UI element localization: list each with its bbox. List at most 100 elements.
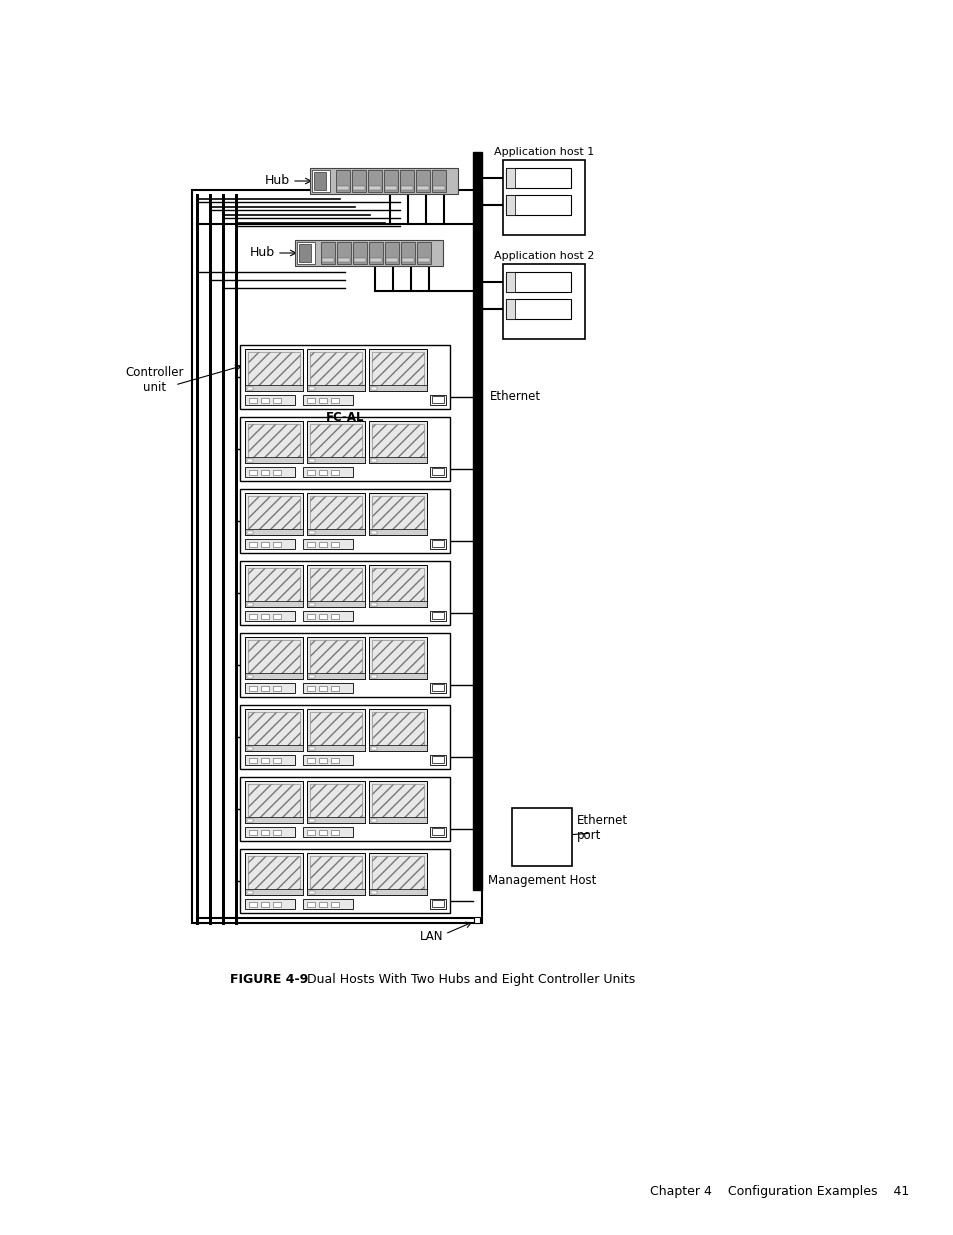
Bar — [307, 542, 314, 547]
Bar — [505, 299, 571, 319]
Bar — [432, 684, 443, 692]
Bar — [307, 889, 365, 895]
Bar — [273, 542, 281, 547]
Bar — [245, 350, 303, 391]
Bar — [318, 614, 327, 619]
Bar — [247, 459, 253, 462]
Bar — [307, 818, 365, 823]
Bar — [249, 614, 256, 619]
Bar — [432, 468, 443, 475]
Bar — [369, 385, 427, 391]
Bar — [505, 299, 515, 319]
Bar — [307, 745, 365, 751]
Text: FIGURE 4-9: FIGURE 4-9 — [230, 973, 308, 986]
Bar — [331, 398, 338, 403]
Bar — [318, 398, 327, 403]
Bar — [430, 683, 446, 693]
Bar — [245, 853, 303, 895]
Bar — [371, 890, 376, 894]
Bar — [320, 242, 335, 264]
Bar — [303, 467, 353, 477]
Bar — [369, 673, 427, 679]
Bar — [240, 634, 450, 697]
Bar — [369, 457, 427, 463]
Bar — [372, 640, 423, 676]
Bar — [248, 856, 299, 892]
Bar — [372, 424, 423, 459]
Bar — [303, 899, 353, 909]
Bar — [307, 853, 365, 895]
Bar — [372, 568, 423, 604]
Bar — [430, 395, 446, 405]
Bar — [337, 258, 350, 262]
Bar — [273, 685, 281, 692]
Bar — [318, 830, 327, 835]
Bar — [294, 240, 442, 266]
Bar — [369, 529, 427, 535]
Bar — [473, 152, 481, 890]
Bar — [298, 245, 311, 262]
Bar — [352, 170, 366, 191]
Bar — [369, 493, 427, 535]
Bar — [307, 493, 365, 535]
Bar — [354, 258, 366, 262]
Bar — [353, 186, 365, 190]
Bar — [296, 242, 314, 264]
Bar — [307, 614, 314, 619]
Bar — [505, 272, 515, 291]
Bar — [307, 471, 314, 475]
Bar — [309, 747, 314, 750]
Text: Controller
unit: Controller unit — [126, 366, 184, 394]
Bar — [261, 685, 269, 692]
Bar — [318, 902, 327, 906]
Bar — [309, 676, 314, 678]
Bar — [245, 611, 294, 621]
Bar — [432, 827, 443, 835]
Bar — [249, 542, 256, 547]
Bar — [372, 856, 423, 892]
Bar — [307, 781, 365, 823]
Bar — [307, 758, 314, 763]
Bar — [369, 709, 427, 751]
Bar — [371, 387, 376, 390]
Bar — [505, 168, 515, 188]
Bar — [240, 848, 450, 913]
Text: Hub: Hub — [250, 247, 274, 259]
Bar — [318, 685, 327, 692]
Bar — [307, 350, 365, 391]
Bar — [505, 195, 515, 215]
Text: Hub: Hub — [265, 174, 290, 188]
Bar — [369, 186, 380, 190]
Bar — [247, 603, 253, 606]
Bar — [401, 258, 414, 262]
Bar — [369, 818, 427, 823]
Bar — [310, 168, 457, 194]
Bar — [245, 421, 303, 463]
Bar — [430, 755, 446, 764]
Text: Ethernet: Ethernet — [490, 390, 540, 404]
Bar — [273, 830, 281, 835]
Text: HBA: HBA — [518, 173, 540, 183]
Bar — [247, 676, 253, 678]
Bar — [369, 242, 382, 264]
Bar — [192, 190, 481, 923]
Bar — [249, 830, 256, 835]
Bar — [502, 161, 584, 235]
Bar — [303, 395, 353, 405]
Bar — [372, 784, 423, 820]
Bar — [245, 709, 303, 751]
Bar — [249, 685, 256, 692]
Text: FC-AL: FC-AL — [325, 411, 364, 424]
Bar — [400, 242, 415, 264]
Bar — [369, 564, 427, 606]
Bar — [433, 186, 444, 190]
Bar — [240, 777, 450, 841]
Bar — [318, 471, 327, 475]
Bar — [474, 918, 479, 923]
Bar — [245, 467, 294, 477]
Bar — [331, 471, 338, 475]
Bar — [307, 673, 365, 679]
Bar — [371, 676, 376, 678]
Bar — [335, 170, 350, 191]
Bar — [432, 900, 443, 906]
